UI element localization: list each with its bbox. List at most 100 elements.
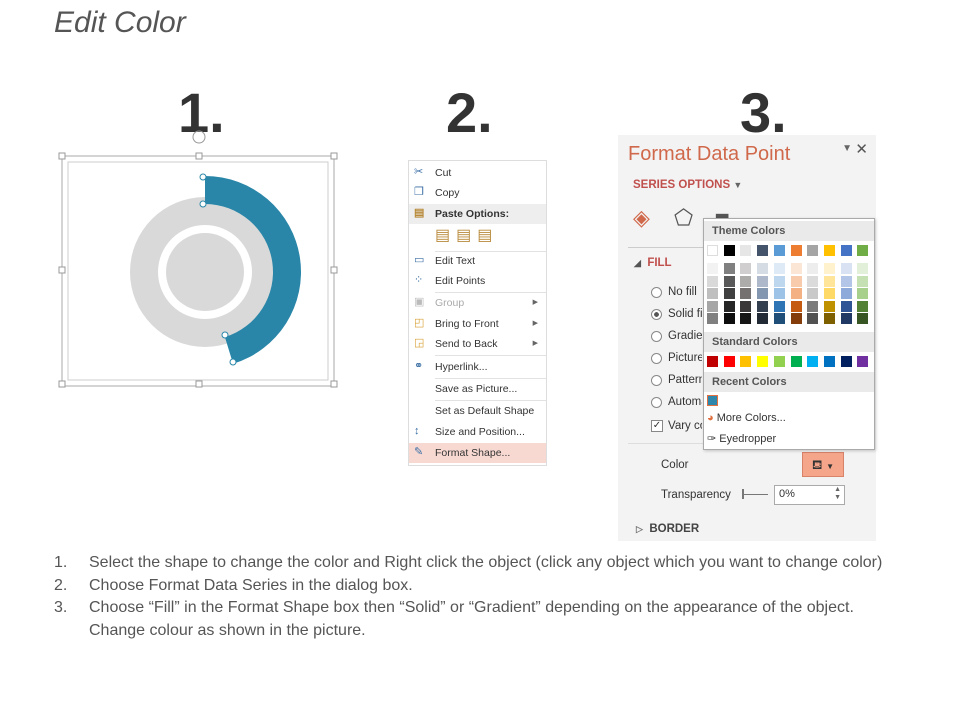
theme-shade-swatch[interactable]: [723, 275, 735, 287]
theme-shade-swatch[interactable]: [823, 275, 835, 287]
fill-line-tab-icon[interactable]: ◈: [633, 205, 650, 230]
theme-shade-swatch[interactable]: [807, 313, 819, 324]
theme-color-swatch[interactable]: [707, 245, 718, 256]
theme-color-swatch[interactable]: [840, 245, 852, 256]
radio-no-fill[interactable]: [651, 287, 662, 298]
theme-shade-swatch[interactable]: [707, 288, 718, 299]
point-handle[interactable]: [221, 331, 229, 339]
theme-shade-swatch[interactable]: [723, 288, 735, 299]
theme-shade-swatch[interactable]: [840, 288, 852, 299]
theme-shade-swatch[interactable]: [740, 288, 752, 299]
menu-item-set-default-shape[interactable]: Set as Default Shape: [409, 401, 546, 421]
rotate-handle[interactable]: [192, 130, 206, 144]
theme-color-swatch[interactable]: [823, 245, 835, 256]
standard-color-swatch[interactable]: [773, 356, 785, 367]
resize-handles[interactable]: [58, 152, 338, 388]
theme-shade-swatch[interactable]: [790, 300, 802, 312]
theme-shade-swatch[interactable]: [723, 300, 735, 312]
point-handle[interactable]: [199, 200, 207, 208]
theme-shade-swatch[interactable]: [840, 300, 852, 312]
menu-item-copy[interactable]: ❐ Copy: [409, 183, 546, 203]
theme-shade-swatch[interactable]: [723, 263, 735, 274]
theme-color-swatch[interactable]: [740, 245, 752, 256]
close-icon[interactable]: ✕: [855, 141, 868, 158]
theme-shade-swatch[interactable]: [807, 300, 819, 312]
theme-shade-swatch[interactable]: [823, 300, 835, 312]
theme-shade-swatch[interactable]: [840, 275, 852, 287]
theme-shade-swatch[interactable]: [740, 313, 752, 324]
theme-shade-swatch[interactable]: [773, 263, 785, 274]
recent-color-swatch[interactable]: [707, 395, 718, 406]
theme-shade-swatch[interactable]: [773, 300, 785, 312]
theme-shade-swatch[interactable]: [857, 263, 869, 274]
theme-shade-swatch[interactable]: [790, 288, 802, 299]
fill-section-toggle[interactable]: ◢ FILL: [634, 257, 672, 269]
theme-shade-swatch[interactable]: [857, 288, 869, 299]
menu-item-send-to-back[interactable]: ◲ Send to Back ▶: [409, 334, 546, 354]
standard-color-swatch[interactable]: [757, 356, 769, 367]
effects-tab-icon[interactable]: ⬠: [674, 205, 694, 230]
theme-shade-swatch[interactable]: [707, 263, 718, 274]
radio-gradient-fill[interactable]: [651, 331, 662, 342]
menu-item-format-shape[interactable]: ✎ Format Shape...: [409, 443, 546, 463]
theme-shade-swatch[interactable]: [857, 300, 869, 312]
standard-color-swatch[interactable]: [840, 356, 852, 367]
pane-options-dropdown-icon[interactable]: ▼: [842, 143, 852, 154]
theme-shade-swatch[interactable]: [790, 275, 802, 287]
theme-shade-swatch[interactable]: [773, 313, 785, 324]
donut-chart-selection[interactable]: [55, 125, 345, 395]
theme-shade-swatch[interactable]: [757, 313, 769, 324]
theme-shade-swatch[interactable]: [707, 300, 718, 312]
theme-shade-swatch[interactable]: [723, 313, 735, 324]
radio-pattern-fill[interactable]: [651, 375, 662, 386]
theme-shade-swatch[interactable]: [840, 313, 852, 324]
eyedropper-button[interactable]: ✑ Eyedropper: [707, 432, 776, 445]
menu-item-hyperlink[interactable]: ⚭ Hyperlink...: [409, 357, 546, 377]
menu-item-bring-to-front[interactable]: ◰ Bring to Front ▶: [409, 314, 546, 334]
border-section-toggle[interactable]: ▷ BORDER: [636, 523, 699, 535]
menu-item-edit-text[interactable]: ▭ Edit Text: [409, 251, 546, 271]
theme-shade-swatch[interactable]: [790, 263, 802, 274]
theme-shade-swatch[interactable]: [773, 275, 785, 287]
donut-selected-segment[interactable]: [205, 176, 301, 364]
theme-shade-swatch[interactable]: [840, 263, 852, 274]
standard-color-swatch[interactable]: [857, 356, 869, 367]
vary-colors-checkbox[interactable]: ✓: [651, 420, 663, 432]
theme-shade-swatch[interactable]: [740, 263, 752, 274]
theme-shade-swatch[interactable]: [757, 275, 769, 287]
menu-item-edit-points[interactable]: ⁘ Edit Points: [409, 271, 546, 291]
radio-solid-fill[interactable]: [651, 309, 662, 320]
theme-shade-swatch[interactable]: [773, 288, 785, 299]
menu-item-cut[interactable]: ✂ Cut: [409, 163, 546, 183]
series-options-dropdown[interactable]: SERIES OPTIONS ▼: [633, 179, 742, 191]
menu-item-size-and-position[interactable]: ↕ Size and Position...: [409, 422, 546, 442]
theme-color-swatch[interactable]: [773, 245, 785, 256]
slider-thumb[interactable]: [742, 489, 744, 499]
theme-shade-swatch[interactable]: [757, 288, 769, 299]
more-colors-button[interactable]: ◕ More Colors...: [707, 412, 786, 424]
standard-color-swatch[interactable]: [790, 356, 802, 367]
point-handle[interactable]: [199, 173, 207, 181]
theme-shade-swatch[interactable]: [707, 313, 718, 324]
theme-shade-swatch[interactable]: [740, 275, 752, 287]
spinner-icon[interactable]: ▲ ▼: [834, 486, 841, 501]
theme-shade-swatch[interactable]: [857, 275, 869, 287]
theme-shade-swatch[interactable]: [740, 300, 752, 312]
radio-automatic[interactable]: [651, 397, 662, 408]
theme-shade-swatch[interactable]: [807, 263, 819, 274]
theme-shade-swatch[interactable]: [823, 288, 835, 299]
transparency-input[interactable]: 0% ▲ ▼: [774, 485, 845, 505]
theme-shade-swatch[interactable]: [757, 263, 769, 274]
radio-picture-fill[interactable]: [651, 353, 662, 364]
theme-shade-swatch[interactable]: [823, 263, 835, 274]
transparency-slider[interactable]: [742, 494, 768, 495]
standard-color-swatch[interactable]: [707, 356, 718, 367]
theme-shade-swatch[interactable]: [790, 313, 802, 324]
menu-item-save-as-picture[interactable]: Save as Picture...: [409, 379, 546, 399]
standard-color-swatch[interactable]: [807, 356, 819, 367]
point-handle[interactable]: [229, 358, 237, 366]
paste-option-icons[interactable]: ▤▤▤: [435, 227, 499, 244]
theme-shade-swatch[interactable]: [757, 300, 769, 312]
theme-color-swatch[interactable]: [757, 245, 769, 256]
theme-color-swatch[interactable]: [723, 245, 735, 256]
